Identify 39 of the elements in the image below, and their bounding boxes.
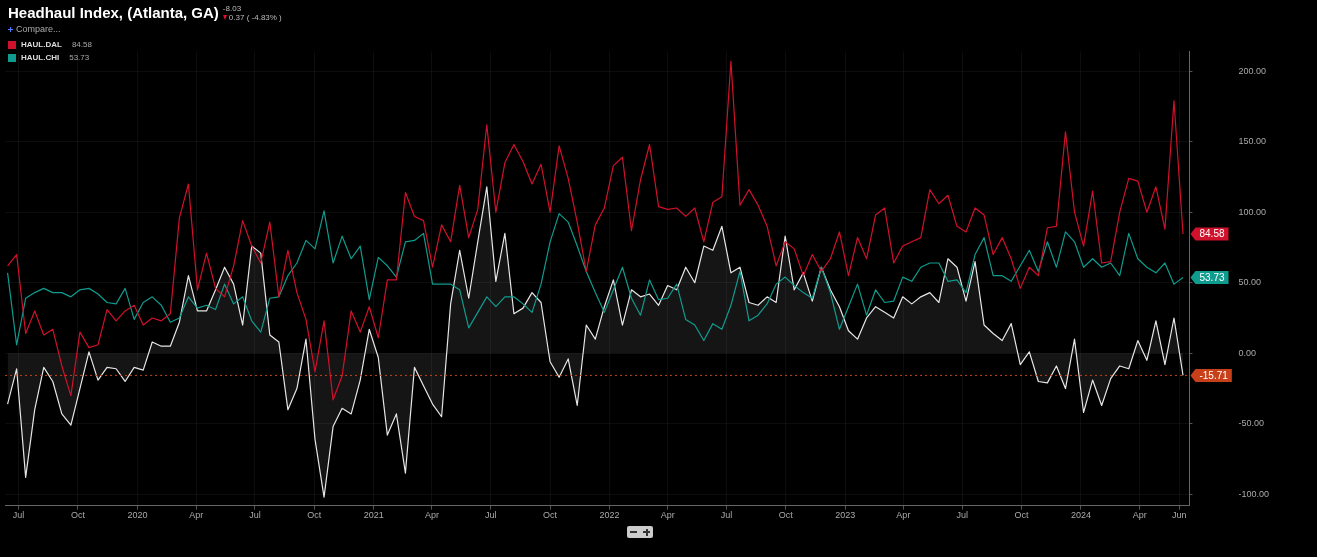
x-tick-label: 2022 [599,510,620,521]
x-tick-label: Jul [720,510,733,521]
y-tick-label: -100.00 [1238,488,1270,499]
x-tick-label: 2020 [127,510,148,521]
text: Compare... [15,24,62,34]
x-tick-label: Jul [956,510,968,521]
x-tick-label: Oct [778,510,794,521]
x-tick-label: Jul [249,510,261,521]
y-tick-label: 200.00 [1238,65,1267,76]
x-tick-label: Apr [660,510,675,521]
annotation: 53.73 [69,53,90,62]
y-tick-label: 100.00 [1238,206,1267,217]
x-tick-label: Apr [189,510,204,521]
x-tick-label: 2024 [1070,510,1091,521]
y-tick-label: 50.00 [1238,277,1262,288]
legend-label: HAUL.CHI [21,53,60,62]
x-tick-label: Oct [307,510,322,521]
y-tick-label: 150.00 [1238,136,1267,147]
ref-line-label: -15.71 [1199,369,1229,381]
x-tick-label: Oct [70,510,86,521]
data-label: 84.58 [1199,228,1225,240]
x-tick-label: Apr [1132,510,1147,521]
x-tick-label: Oct [543,510,558,521]
y-tick-label: -50.00 [1238,418,1265,429]
x-tick-label: Apr [896,510,911,521]
x-tick-label: Oct [1014,510,1030,521]
x-tick-label: Jul [12,510,25,521]
x-tick-label: Apr [424,510,439,521]
y-tick-label: 0.00 [1238,347,1257,358]
text: 0.37 ( -4.83% ) [227,13,282,22]
data-label: 53.73 [1199,271,1225,283]
x-tick-label: 2023 [835,510,856,521]
chart-title: Headhaul Index, (Atlanta, GA) [8,4,219,21]
text: 84.58 [71,40,92,49]
x-tick-label: Jul [484,510,497,521]
x-tick-label: Jun [1171,510,1187,521]
x-tick-label: 2021 [363,510,384,521]
text: -8.03 [222,4,243,13]
legend-label: HAUL.DAL [21,40,62,49]
